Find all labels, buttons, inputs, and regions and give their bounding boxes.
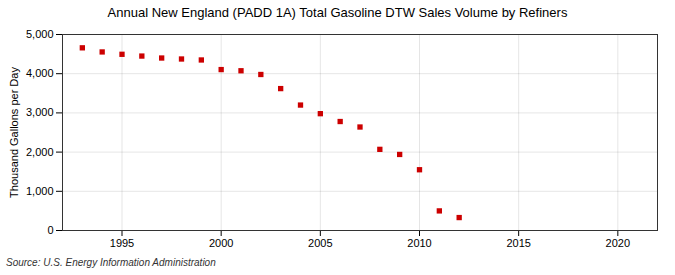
svg-text:2015: 2015 <box>506 237 530 249</box>
svg-text:1995: 1995 <box>110 237 134 249</box>
html-text:Source: U.S. Energy Informatio: Source: U.S. Energy Information Administ… <box>6 257 216 268</box>
svg-text:2020: 2020 <box>606 237 630 249</box>
svg-text:Thousand Gallons per Day: Thousand Gallons per Day <box>8 67 20 198</box>
svg-text:5,000: 5,000 <box>26 28 54 40</box>
svg-text:1,000: 1,000 <box>26 185 54 197</box>
svg-text:4,000: 4,000 <box>26 67 54 79</box>
svg-text:2010: 2010 <box>407 237 431 249</box>
svg-text:2005: 2005 <box>308 237 332 249</box>
svg-text:3,000: 3,000 <box>26 106 54 118</box>
svg-text:0: 0 <box>47 224 53 236</box>
html-text:Annual New England (PADD 1A) T: Annual New England (PADD 1A) Total Gasol… <box>107 5 568 20</box>
svg-text:2,000: 2,000 <box>26 146 54 158</box>
svg-text:2000: 2000 <box>209 237 233 249</box>
